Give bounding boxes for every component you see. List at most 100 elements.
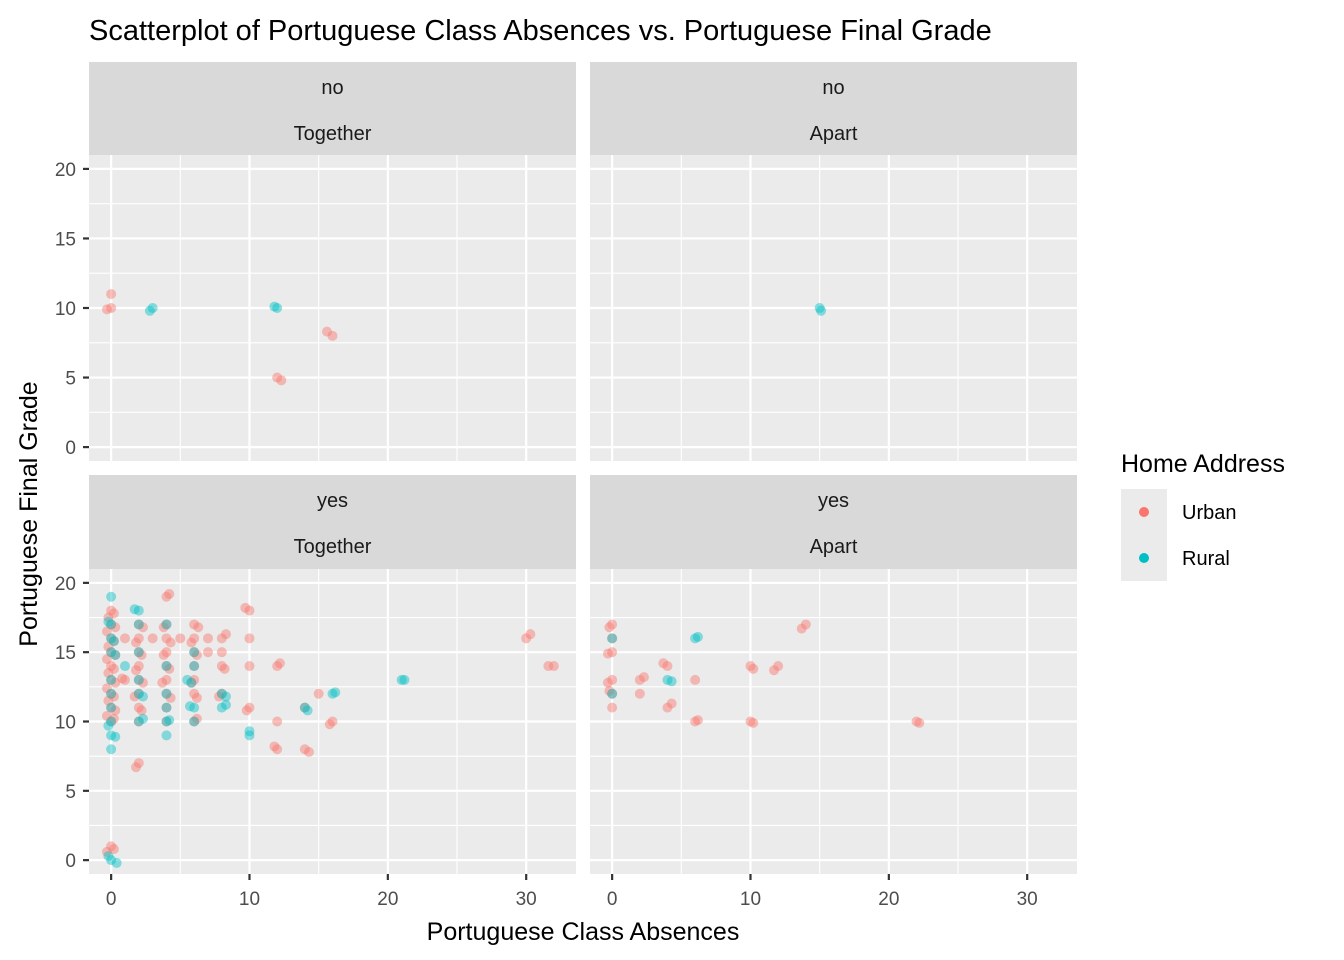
data-point-urban xyxy=(161,591,172,602)
legend: Home Address Urban Rural xyxy=(1121,450,1285,581)
data-point-urban xyxy=(327,716,338,727)
data-point-urban xyxy=(103,695,114,706)
facet-row-label: no xyxy=(822,77,844,99)
data-point-urban xyxy=(662,661,673,672)
data-point-rural xyxy=(220,691,231,702)
facet-strip xyxy=(89,62,576,155)
data-point-urban xyxy=(157,677,168,688)
data-point-urban xyxy=(272,661,283,672)
data-point-urban xyxy=(136,705,147,716)
data-point-rural xyxy=(161,619,172,630)
x-tick-label: 10 xyxy=(239,889,260,910)
data-point-rural xyxy=(106,744,117,755)
data-point-rural xyxy=(299,702,310,713)
data-point-urban xyxy=(189,716,200,727)
data-point-rural xyxy=(161,661,172,672)
data-point-urban xyxy=(131,665,142,676)
data-point-rural xyxy=(129,604,140,615)
data-point-urban xyxy=(191,692,202,703)
y-tick-label: 0 xyxy=(65,851,76,872)
data-point-urban xyxy=(165,692,176,703)
data-point-urban xyxy=(313,688,324,699)
data-point-urban xyxy=(604,686,615,696)
facet-panels: no Together 0 5 10 15 20 no Apart yes Together 0 5 10… xyxy=(55,62,1077,910)
data-point-rural xyxy=(161,688,172,699)
data-point-rural xyxy=(161,730,172,741)
y-tick-label: 15 xyxy=(55,229,76,250)
data-point-urban xyxy=(189,647,200,658)
data-point-rural xyxy=(103,616,114,627)
data-point-rural xyxy=(106,716,117,727)
y-tick-label: 10 xyxy=(55,713,76,734)
x-tick-label: 20 xyxy=(377,889,398,910)
y-tick-label: 5 xyxy=(65,782,76,803)
data-point-urban xyxy=(108,844,119,855)
data-point-urban xyxy=(165,637,176,648)
legend-title: Home Address xyxy=(1121,450,1285,478)
y-axis-title: Portuguese Final Grade xyxy=(15,381,43,646)
data-point-urban xyxy=(274,658,285,669)
data-point-rural xyxy=(106,591,117,602)
data-point-rural xyxy=(607,688,618,699)
facet-panel: yes Apart 0 10 20 30 xyxy=(590,475,1077,910)
data-point-urban xyxy=(321,326,332,337)
data-point-urban xyxy=(607,633,618,644)
data-point-urban xyxy=(914,717,925,728)
data-point-urban xyxy=(773,661,784,672)
data-point-urban xyxy=(131,762,142,773)
data-point-urban xyxy=(131,637,142,648)
data-point-urban xyxy=(129,691,140,702)
legend-label-urban: Urban xyxy=(1182,502,1236,524)
data-point-urban xyxy=(106,688,117,699)
data-point-urban xyxy=(161,647,172,658)
data-point-urban xyxy=(658,658,669,669)
legend-label-rural: Rural xyxy=(1182,548,1230,570)
data-point-urban xyxy=(189,688,200,699)
data-point-rural xyxy=(220,699,231,710)
data-point-urban xyxy=(521,633,532,644)
data-point-urban xyxy=(911,716,922,727)
data-point-urban xyxy=(240,602,251,613)
data-point-rural xyxy=(244,730,255,741)
data-point-urban xyxy=(101,846,112,857)
data-point-rural xyxy=(133,605,144,616)
data-point-urban xyxy=(101,683,112,694)
data-point-rural xyxy=(133,674,144,685)
data-point-urban xyxy=(272,372,283,383)
data-point-urban xyxy=(214,691,225,702)
data-point-rural xyxy=(103,720,114,731)
data-point-urban xyxy=(164,588,175,599)
facet-strip xyxy=(89,475,576,569)
data-point-rural xyxy=(399,674,410,685)
data-point-urban xyxy=(108,636,119,647)
data-point-urban xyxy=(103,641,114,652)
data-point-urban xyxy=(106,716,117,727)
data-point-urban xyxy=(158,622,169,633)
data-point-rural xyxy=(106,730,117,741)
data-point-urban xyxy=(133,661,144,672)
x-tick-label: 0 xyxy=(106,889,117,910)
data-point-urban xyxy=(299,702,310,713)
data-point-rural xyxy=(189,661,200,672)
data-point-rural xyxy=(110,649,121,660)
x-axis-title: Portuguese Class Absences xyxy=(427,918,740,946)
data-point-rural xyxy=(690,633,701,644)
data-point-urban xyxy=(272,716,283,727)
data-point-rural xyxy=(111,857,122,868)
legend-swatch-rural xyxy=(1139,553,1149,563)
data-point-urban xyxy=(106,619,117,630)
data-point-urban xyxy=(103,667,114,678)
data-point-rural xyxy=(108,636,119,647)
data-point-urban xyxy=(216,633,227,644)
data-point-urban xyxy=(101,626,112,637)
data-point-rural xyxy=(189,716,200,727)
data-point-rural xyxy=(106,619,117,630)
facet-col-label: Apart xyxy=(810,123,858,145)
data-point-urban xyxy=(244,605,255,616)
data-point-rural xyxy=(133,688,144,699)
data-point-urban xyxy=(106,702,117,713)
data-point-rural xyxy=(816,305,827,316)
data-point-urban xyxy=(147,633,158,644)
data-point-urban xyxy=(133,688,144,699)
data-point-rural xyxy=(662,674,673,685)
